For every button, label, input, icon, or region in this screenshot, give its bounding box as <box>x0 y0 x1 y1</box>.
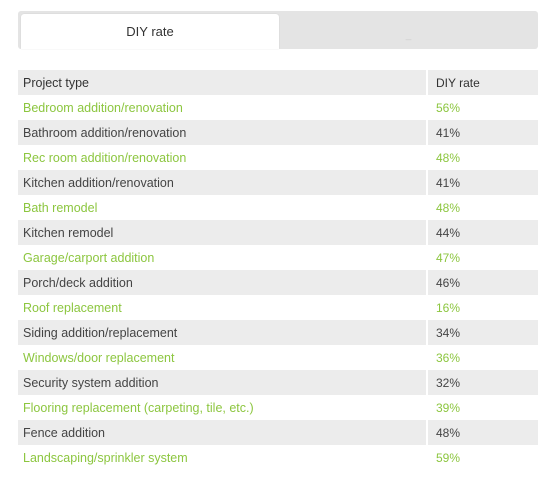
table-row: Rec room addition/renovation 48% <box>18 145 538 170</box>
project-type-cell: Security system addition <box>18 370 428 395</box>
tab-secondary[interactable]: _ <box>405 29 412 41</box>
diy-rate-cell: 56% <box>436 100 461 115</box>
diy-rate-cell: 36% <box>436 350 461 365</box>
diy-rate-cell: 41% <box>436 175 461 190</box>
table-row: Roof replacement 16% <box>18 295 538 320</box>
table-row: Kitchen remodel 44% <box>18 220 538 245</box>
table-row: Landscaping/sprinkler system 59% <box>18 445 538 470</box>
project-type-cell: Bath remodel <box>18 195 428 220</box>
project-type-cell: Bedroom addition/renovation <box>18 95 428 120</box>
tab-bar: DIY rate _ <box>18 11 538 49</box>
table-row: Flooring replacement (carpeting, tile, e… <box>18 395 538 420</box>
table-row: Bathroom addition/renovation 41% <box>18 120 538 145</box>
diy-rate-cell: 41% <box>436 125 461 140</box>
diy-rate-cell: 48% <box>436 150 461 165</box>
table-row: Windows/door replacement 36% <box>18 345 538 370</box>
diy-rate-cell: 59% <box>436 450 461 465</box>
project-type-cell: Garage/carport addition <box>18 245 428 270</box>
diy-rate-table: Project type DIY rate Bedroom addition/r… <box>18 70 538 470</box>
header-project-type: Project type <box>18 70 428 95</box>
header-diy-rate: DIY rate <box>436 75 480 90</box>
diy-rate-cell: 47% <box>436 250 461 265</box>
diy-rate-cell: 34% <box>436 325 461 340</box>
table-row: Bedroom addition/renovation 56% <box>18 95 538 120</box>
project-type-cell: Fence addition <box>18 420 428 445</box>
table-row: Fence addition 48% <box>18 420 538 445</box>
tab-diy-rate[interactable]: DIY rate <box>21 14 279 49</box>
diy-rate-cell: 46% <box>436 275 461 290</box>
diy-rate-cell: 48% <box>436 425 461 440</box>
project-type-cell: Landscaping/sprinkler system <box>18 445 428 470</box>
project-type-cell: Rec room addition/renovation <box>18 145 428 170</box>
diy-rate-cell: 44% <box>436 225 461 240</box>
diy-rate-cell: 48% <box>436 200 461 215</box>
project-type-cell: Roof replacement <box>18 295 428 320</box>
project-type-cell: Siding addition/replacement <box>18 320 428 345</box>
table-row: Kitchen addition/renovation 41% <box>18 170 538 195</box>
table-row: Porch/deck addition 46% <box>18 270 538 295</box>
project-type-cell: Kitchen remodel <box>18 220 428 245</box>
table-row: Bath remodel 48% <box>18 195 538 220</box>
table-row: Garage/carport addition 47% <box>18 245 538 270</box>
diy-rate-cell: 32% <box>436 375 461 390</box>
diy-rate-cell: 39% <box>436 400 461 415</box>
diy-rate-cell: 16% <box>436 300 461 315</box>
project-type-cell: Kitchen addition/renovation <box>18 170 428 195</box>
project-type-cell: Windows/door replacement <box>18 345 428 370</box>
project-type-cell: Bathroom addition/renovation <box>18 120 428 145</box>
project-type-cell: Porch/deck addition <box>18 270 428 295</box>
table-row: Security system addition 32% <box>18 370 538 395</box>
table-row: Siding addition/replacement 34% <box>18 320 538 345</box>
project-type-cell: Flooring replacement (carpeting, tile, e… <box>18 395 428 420</box>
table-header-row: Project type DIY rate <box>18 70 538 95</box>
